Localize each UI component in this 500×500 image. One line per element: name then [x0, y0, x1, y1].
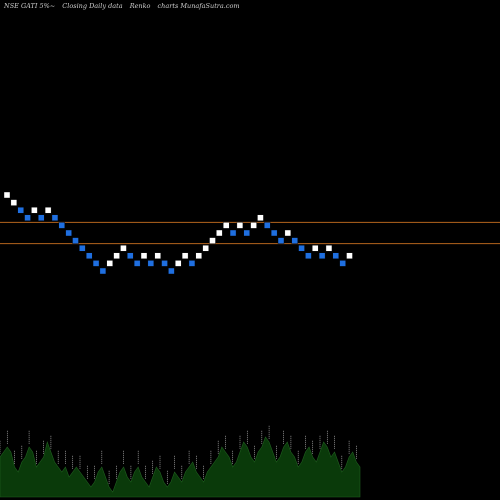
renko-brick-down: [51, 214, 59, 222]
renko-brick-down: [65, 229, 72, 237]
renko-brick-down: [168, 267, 175, 275]
renko-brick-up: [312, 244, 319, 252]
renko-brick-down: [24, 214, 31, 222]
renko-brick-up: [257, 214, 264, 222]
title-kind: Closing Daily data: [62, 2, 123, 10]
renko-brick-up: [3, 191, 11, 199]
renko-brick-up: [154, 252, 161, 260]
renko-brick-down: [298, 244, 305, 252]
renko-brick-up: [209, 237, 216, 244]
renko-brick-up: [284, 229, 292, 237]
renko-brick-up: [140, 252, 148, 260]
renko-brick-down: [127, 252, 134, 260]
renko-brick-up: [202, 244, 209, 252]
renko-bricks: [3, 191, 353, 275]
renko-brick-up: [120, 244, 127, 252]
renko-brick-up: [113, 252, 120, 260]
renko-brick-down: [339, 260, 346, 267]
renko-brick-up: [250, 222, 257, 229]
renko-brick-down: [270, 229, 278, 237]
renko-brick-down: [291, 237, 298, 244]
renko-brick-down: [17, 206, 24, 214]
renko-brick-up: [325, 244, 333, 252]
title-site: charts MunafaSutra.com: [157, 2, 240, 10]
renko-brick-up: [236, 222, 244, 229]
renko-brick-up: [181, 252, 189, 260]
volume-area: [0, 436, 361, 498]
renko-brick-down: [243, 229, 250, 237]
renko-brick-up: [10, 199, 18, 206]
renko-brick-up: [175, 260, 182, 267]
renko-brick-up: [195, 252, 203, 260]
renko-brick-down: [38, 214, 45, 222]
title-symbol: NSE GATI 5%~: [4, 2, 56, 10]
renko-brick-down: [305, 252, 312, 260]
renko-brick-up: [106, 260, 113, 267]
volume-panel: [0, 425, 361, 498]
renko-brick-up: [31, 206, 38, 214]
renko-brick-down: [147, 260, 155, 267]
renko-brick-down: [79, 244, 86, 252]
renko-brick-up: [44, 206, 52, 214]
renko-brick-down: [161, 260, 168, 267]
reference-lines: [0, 221, 500, 245]
renko-brick-up: [346, 252, 353, 260]
renko-brick-down: [99, 267, 107, 275]
renko-brick-up: [222, 222, 230, 229]
renko-brick-down: [92, 260, 100, 267]
renko-brick-down: [332, 252, 339, 260]
renko-brick-down: [318, 252, 326, 260]
renko-brick-down: [264, 222, 271, 229]
title-style: Renko: [129, 2, 151, 10]
renko-brick-down: [188, 260, 196, 267]
renko-brick-down: [229, 229, 237, 237]
renko-brick-down: [277, 237, 285, 244]
chart-title: NSE GATI 5%~ Closing Daily data Renko ch…: [4, 2, 245, 10]
renko-brick-down: [72, 237, 79, 244]
renko-brick-down: [85, 252, 93, 260]
renko-brick-up: [216, 229, 223, 237]
renko-brick-down: [58, 222, 65, 229]
renko-brick-down: [133, 260, 141, 267]
